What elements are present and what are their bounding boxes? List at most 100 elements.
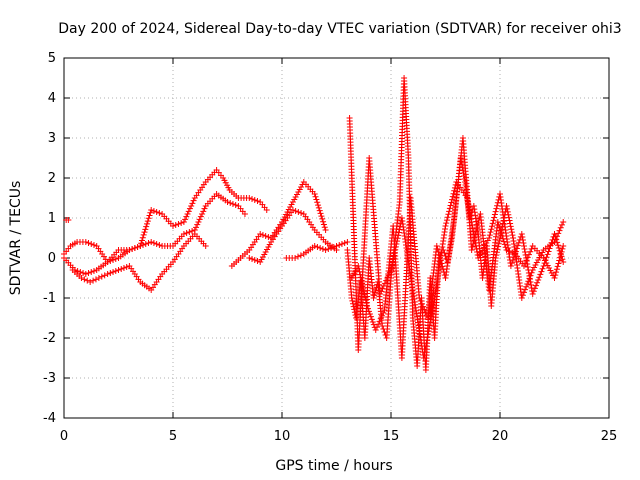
data-point [246, 255, 253, 261]
data-point [421, 349, 428, 355]
data-point [435, 248, 442, 255]
data-point [189, 200, 196, 207]
data-point [313, 196, 320, 203]
data-point [153, 241, 160, 247]
data-point [425, 328, 432, 334]
data-point [416, 295, 423, 301]
data-point [297, 252, 304, 259]
data-point [193, 224, 200, 231]
data-point [451, 187, 458, 194]
data-point [560, 243, 567, 249]
data-point [328, 245, 335, 251]
data-point [364, 303, 371, 309]
data-point [391, 252, 398, 259]
data-point [422, 343, 429, 349]
data-point [184, 211, 191, 217]
data-point [101, 272, 108, 279]
data-point [470, 231, 477, 237]
data-point [368, 316, 375, 323]
data-point [150, 208, 157, 214]
data-point [524, 281, 531, 287]
data-point [531, 285, 538, 292]
data-point [336, 242, 343, 248]
x-tick-label: 20 [492, 429, 509, 444]
data-point [104, 271, 111, 277]
data-point [469, 225, 476, 231]
data-point [294, 253, 301, 260]
data-point [333, 243, 340, 249]
data-point [507, 263, 514, 269]
data-point [560, 259, 567, 265]
data-point [388, 267, 394, 273]
x-tick-label: 25 [601, 429, 618, 444]
data-point [487, 229, 494, 236]
data-point [519, 237, 526, 243]
data-point [140, 231, 147, 238]
y-tick-label: -3 [43, 371, 56, 386]
data-point [146, 212, 153, 219]
data-point [312, 193, 319, 200]
data-point [491, 214, 498, 221]
data-point [466, 207, 473, 213]
data-point [321, 224, 328, 231]
data-point [367, 313, 374, 320]
data-point [418, 300, 425, 307]
data-point [389, 258, 396, 265]
data-point [249, 256, 256, 262]
x-axis-label: GPS time / hours [275, 458, 392, 474]
data-point [190, 197, 197, 204]
data-point [182, 216, 189, 223]
data-point [249, 196, 256, 202]
data-point [560, 219, 567, 225]
data-point [85, 270, 92, 276]
data-point [363, 300, 370, 307]
data-point [388, 264, 395, 271]
data-point [527, 279, 534, 285]
data-point [494, 246, 501, 253]
data-point [519, 234, 526, 240]
data-point [311, 243, 318, 249]
series-track-d [228, 179, 329, 269]
data-point [90, 277, 97, 284]
data-point [543, 254, 550, 261]
data-point [201, 205, 208, 212]
data-point [199, 211, 206, 217]
data-point [144, 220, 151, 227]
data-point [547, 242, 554, 249]
data-point [520, 240, 527, 246]
data-point [420, 355, 427, 361]
data-point [150, 240, 157, 246]
data-point [448, 199, 455, 206]
data-point [395, 229, 402, 236]
data-point [257, 231, 264, 237]
y-tick-label: 5 [48, 51, 56, 66]
data-point [508, 260, 515, 267]
data-point [555, 260, 562, 267]
data-point [77, 269, 84, 275]
data-point [553, 236, 560, 243]
data-point [362, 297, 369, 304]
data-point [194, 221, 201, 228]
data-point [265, 234, 272, 240]
data-point [427, 316, 434, 322]
data-point [372, 327, 379, 333]
data-point [295, 209, 302, 215]
data-point [420, 303, 427, 310]
data-point [508, 229, 515, 236]
data-point [530, 288, 537, 295]
data-point [380, 283, 387, 289]
data-point [183, 213, 190, 220]
data-point [74, 268, 81, 274]
data-point [490, 217, 497, 224]
data-point [506, 217, 513, 224]
data-point [391, 249, 398, 256]
data-point [495, 243, 502, 250]
data-point [110, 257, 117, 263]
data-point [538, 268, 545, 275]
data-point [378, 312, 385, 319]
data-point [522, 249, 529, 255]
data-point [507, 220, 514, 227]
data-point [449, 196, 456, 203]
y-tick-label: 0 [48, 251, 56, 266]
data-point [525, 270, 532, 276]
